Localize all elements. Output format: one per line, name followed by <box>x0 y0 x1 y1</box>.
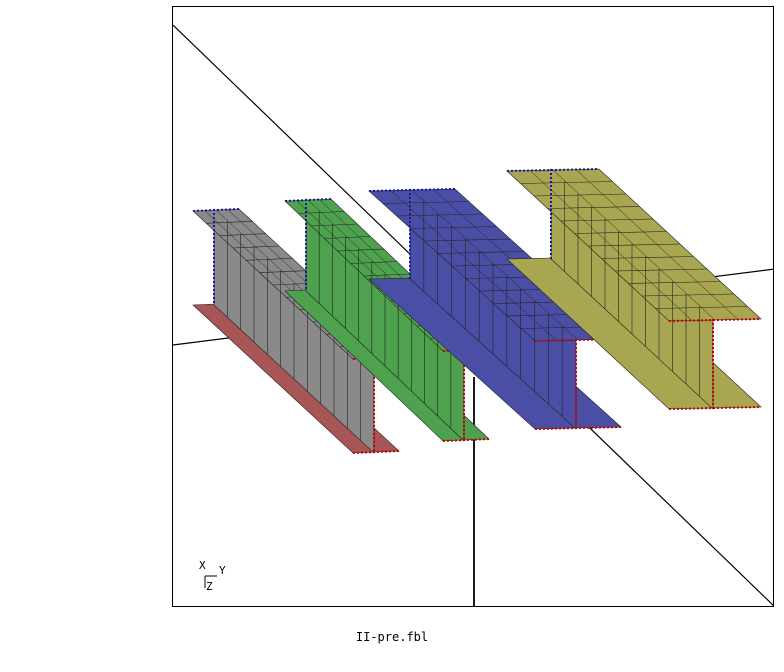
coordinate-triad: X Y Z <box>199 560 239 596</box>
graphics-viewport[interactable]: X Y Z <box>172 6 774 607</box>
file-name-label: II-pre.fbl <box>355 630 429 644</box>
model-scene[interactable] <box>173 7 774 607</box>
mesh-line <box>411 189 579 341</box>
mesh-line <box>390 190 557 341</box>
mesh-line <box>575 169 739 320</box>
triad-x-label: X <box>199 559 206 572</box>
mesh-line <box>552 169 716 321</box>
triad-y-label: Y <box>219 564 226 577</box>
triad-z-label: Z <box>206 580 213 593</box>
mesh-line <box>529 170 693 321</box>
beam-models[interactable] <box>192 168 762 454</box>
beam-4[interactable] <box>506 168 762 410</box>
triad-lines <box>204 575 217 588</box>
front-section-bottom <box>668 406 762 410</box>
front-section-top <box>668 318 762 322</box>
rear-section-top <box>506 168 600 172</box>
